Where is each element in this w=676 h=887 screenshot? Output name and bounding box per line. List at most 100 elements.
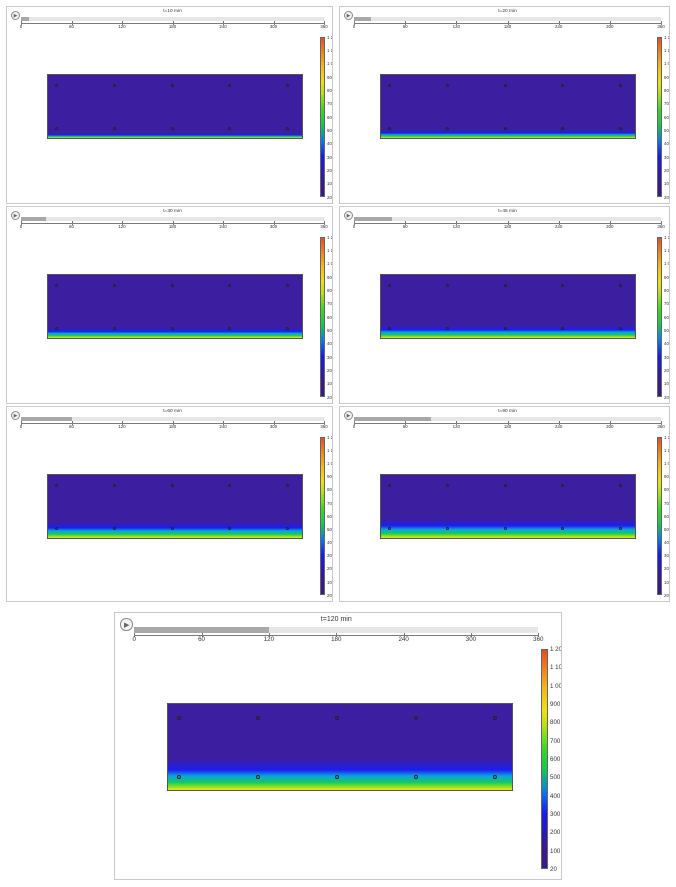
thermocouple-marker-icon — [445, 283, 449, 287]
colorbar-label: 500 — [664, 128, 669, 134]
timeline-slider[interactable] — [21, 17, 324, 21]
timeline-tick-label: 120 — [118, 424, 126, 429]
colorbar-label: 1 100 — [327, 48, 333, 54]
colorbar-label: 300 — [664, 553, 669, 559]
timeline-progress — [354, 217, 393, 221]
timeline-tick — [661, 21, 662, 25]
timeline-tick-label: 360 — [533, 635, 544, 643]
timeline-tick-label: 300 — [269, 224, 278, 229]
play-button[interactable]: ▶ — [11, 411, 20, 420]
colorbar-label: 400 — [327, 341, 332, 347]
timeline-tick — [122, 221, 123, 225]
timeline-tick-label: 300 — [606, 424, 614, 429]
thermocouple-marker-icon — [54, 127, 58, 131]
timeline-tick — [354, 221, 355, 225]
timeline-slider[interactable] — [21, 417, 324, 421]
time-label: t=45 min — [498, 209, 517, 214]
timeline-tick-label: 180 — [168, 24, 177, 29]
timeline-slider[interactable] — [354, 217, 661, 221]
thermocouple-marker-icon — [413, 716, 418, 721]
colorbar-label: 700 — [327, 101, 332, 107]
timeline-slider[interactable] — [134, 626, 539, 633]
simulation-frame: ▶ t=10 min 0 60 120 180 240 300 360 1 200 1 100 1 0… — [6, 6, 333, 204]
colorbar-label: 20 — [327, 194, 332, 200]
timeline-progress — [354, 17, 372, 21]
timeline-tick-label: 120 — [452, 224, 460, 229]
temperature-field-section — [47, 474, 303, 539]
colorbar-label: 700 — [327, 500, 332, 506]
timeline-tick-label: 0 — [352, 24, 356, 29]
timeline-tick — [470, 632, 472, 637]
colorbar-label: 900 — [327, 274, 332, 280]
timeline-tick-label: 120 — [118, 224, 126, 229]
play-button[interactable]: ▶ — [11, 11, 20, 20]
timeline-tick — [336, 632, 338, 637]
thermocouple-marker-icon — [286, 327, 290, 331]
colorbar-label: 20 — [327, 592, 332, 598]
timeline-slider[interactable] — [354, 17, 661, 21]
simulation-frame: ▶ t=120 min 0 60 120 180 240 300 360 1 200 1 100 1 … — [114, 612, 562, 880]
play-icon: ▶ — [13, 12, 18, 19]
colorbar-label: 1 100 — [327, 248, 333, 254]
thermocouple-marker-icon — [387, 327, 391, 331]
play-button[interactable]: ▶ — [344, 411, 353, 420]
thermocouple-marker-icon — [387, 483, 391, 487]
thermocouple-marker-icon — [445, 127, 449, 131]
timeline-tick-label: 300 — [606, 24, 614, 29]
thermocouple-marker-icon — [286, 83, 290, 87]
thermocouple-marker-icon — [54, 83, 58, 87]
timeline-tick — [223, 421, 224, 425]
thermocouple-marker-icon — [619, 483, 623, 487]
time-label: t=30 min — [163, 209, 182, 214]
timeline-tick-label: 0 — [132, 635, 136, 643]
colorbar-label: 1 200 — [327, 34, 333, 40]
colorbar-label: 1 000 — [550, 682, 562, 690]
timeline-tick-label: 0 — [352, 424, 356, 429]
play-button[interactable]: ▶ — [344, 211, 353, 220]
play-button[interactable]: ▶ — [120, 618, 133, 631]
colorbar-label: 800 — [664, 288, 669, 294]
temperature-field-section — [380, 274, 636, 339]
colorbar-label: 800 — [327, 487, 332, 493]
timeline-tick — [324, 221, 325, 225]
thermocouple-marker-icon — [170, 483, 174, 487]
timeline-tick — [456, 421, 458, 425]
play-button[interactable]: ▶ — [11, 211, 20, 220]
colorbar-label: 600 — [327, 513, 332, 519]
timeline-progress — [21, 17, 30, 21]
timeline-tick — [609, 421, 611, 425]
timeline-tick — [558, 421, 560, 425]
thermocouple-marker-icon — [387, 527, 391, 531]
timeline-slider[interactable] — [354, 417, 661, 421]
colorbar-label: 1 200 — [550, 645, 562, 653]
play-button[interactable]: ▶ — [344, 11, 353, 20]
thermocouple-marker-icon — [170, 527, 174, 531]
colorbar-label: 300 — [664, 154, 669, 160]
colorbar-label: 700 — [664, 101, 669, 107]
timeline-progress — [134, 626, 269, 633]
colorbar-label: 1 100 — [664, 248, 670, 254]
thermocouple-marker-icon — [170, 83, 174, 87]
timeline-tick-label: 0 — [19, 24, 23, 29]
colorbar-label: 300 — [327, 354, 332, 360]
thermocouple-marker-icon — [561, 327, 565, 331]
timeline-slider[interactable] — [21, 217, 324, 221]
timeline-tick-label: 180 — [168, 224, 177, 229]
colorbar-label: 1 200 — [664, 434, 670, 440]
thermocouple-marker-icon — [112, 527, 116, 531]
thermocouple-marker-icon — [413, 775, 418, 780]
timeline-tick — [405, 21, 407, 25]
thermocouple-marker-icon — [286, 283, 290, 287]
thermocouple-marker-icon — [228, 327, 232, 331]
time-label: t=20 min — [498, 9, 517, 14]
timeline-tick-label: 60 — [402, 224, 408, 229]
colorbar-label: 700 — [550, 737, 561, 745]
colorbar-label: 1 100 — [664, 447, 670, 453]
timeline-tick-label: 240 — [554, 24, 563, 29]
timeline-tick-label: 300 — [269, 24, 278, 29]
colorbar-label: 800 — [327, 88, 332, 94]
timeline-tick — [538, 632, 540, 637]
timeline-tick-label: 360 — [320, 424, 328, 429]
thermocouple-marker-icon — [561, 83, 565, 87]
timeline-tick — [172, 221, 174, 225]
